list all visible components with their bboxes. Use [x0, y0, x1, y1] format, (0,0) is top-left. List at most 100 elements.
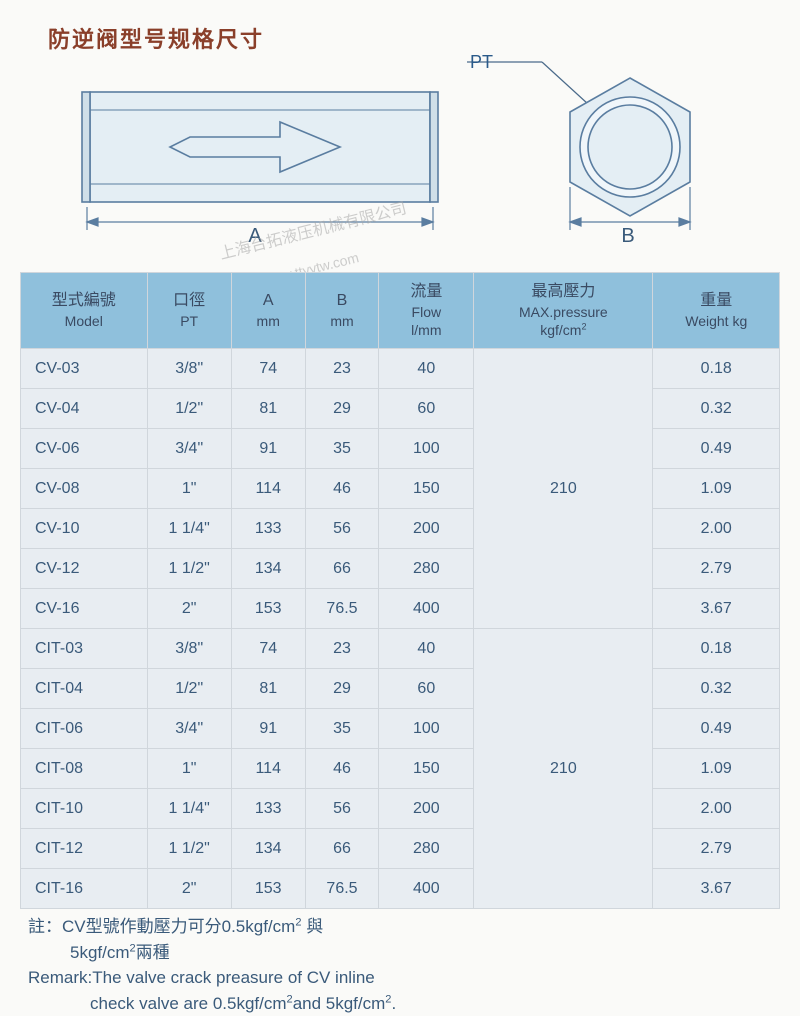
table-cell: CV-04 [21, 389, 148, 429]
table-row: CIT-041/2"812960 0.32 [21, 669, 780, 709]
table-cell: 74 [231, 349, 305, 389]
table-cell: 2.00 [653, 509, 780, 549]
table-cell: 56 [305, 789, 379, 829]
column-header: 最高壓力MAX.pressurekgf/cm2 [474, 273, 653, 349]
table-cell: 66 [305, 829, 379, 869]
table-cell: 280 [379, 549, 474, 589]
table-cell: 1" [147, 469, 231, 509]
remarks: 註：CV型號作動壓力可分0.5kgf/cm2 與 5kgf/cm2兩種 Rema… [28, 914, 396, 1016]
table-cell: CV-06 [21, 429, 148, 469]
table-row: CIT-101 1/4"13356200 2.00 [21, 789, 780, 829]
table-cell: CV-08 [21, 469, 148, 509]
table-cell: CIT-03 [21, 629, 148, 669]
table-cell: 2.79 [653, 549, 780, 589]
table-header: 型式編號Model口徑PTAmmBmm流量Flowl/mm最高壓力MAX.pre… [21, 273, 780, 349]
table-cell: 3/8" [147, 629, 231, 669]
table-cell: 2.79 [653, 829, 780, 869]
table-cell: 3/8" [147, 349, 231, 389]
table-cell: 81 [231, 389, 305, 429]
table-row: CV-041/2"812960 0.32 [21, 389, 780, 429]
table-cell: 1" [147, 749, 231, 789]
table-cell: 3.67 [653, 589, 780, 629]
pressure-cell: 210 [474, 629, 653, 909]
table-cell: 91 [231, 709, 305, 749]
table-row: CV-162"15376.54003.67 [21, 589, 780, 629]
pt-label: PT [470, 52, 493, 73]
table-cell: 150 [379, 749, 474, 789]
table-cell: 3/4" [147, 429, 231, 469]
table-cell: CIT-10 [21, 789, 148, 829]
page-title: 防逆阀型号规格尺寸 [48, 22, 264, 54]
table-cell: 3/4" [147, 709, 231, 749]
table-cell: 74 [231, 629, 305, 669]
table-cell: 60 [379, 389, 474, 429]
table-cell: 153 [231, 589, 305, 629]
table-cell: 0.32 [653, 669, 780, 709]
table-row: CIT-063/4"9135100 0.49 [21, 709, 780, 749]
table-cell: 400 [379, 869, 474, 909]
table-cell: CIT-04 [21, 669, 148, 709]
table-cell: CIT-08 [21, 749, 148, 789]
table-cell: 56 [305, 509, 379, 549]
table-cell: 0.18 [653, 349, 780, 389]
table-cell: 46 [305, 749, 379, 789]
table-cell: 400 [379, 589, 474, 629]
table-cell: 29 [305, 389, 379, 429]
column-header: 口徑PT [147, 273, 231, 349]
table-cell: 40 [379, 629, 474, 669]
column-header: 重量Weight kg [653, 273, 780, 349]
table-cell: 1 1/2" [147, 549, 231, 589]
table-cell: 133 [231, 509, 305, 549]
table-cell: 66 [305, 549, 379, 589]
table-cell: 46 [305, 469, 379, 509]
table-row: CV-081"114461501.09 [21, 469, 780, 509]
table-cell: 100 [379, 709, 474, 749]
remark-cn-1: 註：CV型號作動壓力可分0.5kgf/cm2 與 [28, 914, 396, 940]
table-cell: 134 [231, 549, 305, 589]
table-cell: 114 [231, 469, 305, 509]
table-cell: CV-10 [21, 509, 148, 549]
table-cell: 23 [305, 629, 379, 669]
table-cell: 0.32 [653, 389, 780, 429]
table-cell: 91 [231, 429, 305, 469]
pressure-cell: 210 [474, 349, 653, 629]
table-cell: 1 1/2" [147, 829, 231, 869]
table-cell: 81 [231, 669, 305, 709]
table-cell: 1/2" [147, 669, 231, 709]
table-cell: 3.67 [653, 869, 780, 909]
table-cell: 76.5 [305, 869, 379, 909]
table-cell: 23 [305, 349, 379, 389]
table-cell: 133 [231, 789, 305, 829]
table-cell: 1 1/4" [147, 789, 231, 829]
table-cell: CV-12 [21, 549, 148, 589]
table-row: CV-063/4"91351000.49 [21, 429, 780, 469]
table-cell: 1/2" [147, 389, 231, 429]
table-cell: 40 [379, 349, 474, 389]
table-cell: 280 [379, 829, 474, 869]
table-cell: 200 [379, 789, 474, 829]
table-cell: 0.49 [653, 709, 780, 749]
table-cell: CIT-16 [21, 869, 148, 909]
remark-en-1: Remark:The valve crack preasure of CV in… [28, 965, 396, 991]
table-body: CV-033/8"7423402100.18CV-041/2"8129600.3… [21, 349, 780, 909]
remark-en-2: check valve are 0.5kgf/cm2and 5kgf/cm2. [28, 991, 396, 1016]
table-cell: CIT-12 [21, 829, 148, 869]
table-cell: CIT-06 [21, 709, 148, 749]
dim-b-label: B [621, 225, 634, 247]
table-cell: 114 [231, 749, 305, 789]
table-cell: CV-16 [21, 589, 148, 629]
dim-a-label: A [248, 225, 262, 247]
table-cell: 35 [305, 709, 379, 749]
column-header: 型式編號Model [21, 273, 148, 349]
table-row: CIT-033/8"7423402100.18 [21, 629, 780, 669]
table-row: CIT-121 1/2"134662802.79 [21, 829, 780, 869]
column-header: Bmm [305, 273, 379, 349]
table-cell: 29 [305, 669, 379, 709]
table-cell: CV-03 [21, 349, 148, 389]
table-cell: 60 [379, 669, 474, 709]
table-cell: 1 1/4" [147, 509, 231, 549]
table-cell: 200 [379, 509, 474, 549]
table-row: CV-033/8"7423402100.18 [21, 349, 780, 389]
table-cell: 2.00 [653, 789, 780, 829]
technical-diagram: A B PT [40, 52, 760, 262]
